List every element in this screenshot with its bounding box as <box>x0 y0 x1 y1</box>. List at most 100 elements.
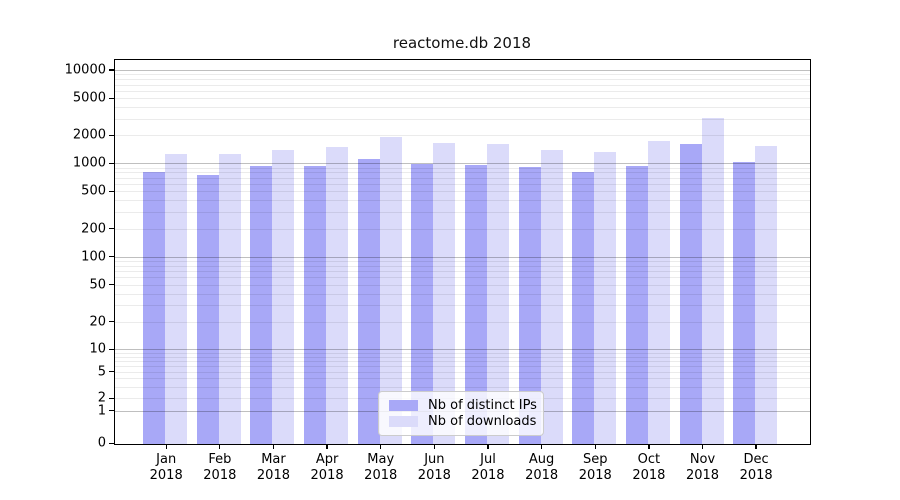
gridline <box>113 70 811 71</box>
bar-nb-of-distinct-ips-oct-2018 <box>625 165 648 445</box>
gridline <box>113 271 811 273</box>
y-tick <box>108 371 114 373</box>
gridline <box>113 256 811 258</box>
gridline <box>113 90 811 92</box>
y-tick <box>108 227 114 230</box>
y-tick <box>108 255 114 258</box>
x-tick-label: May 2018 <box>364 452 398 483</box>
y-tick <box>108 348 114 350</box>
gridline <box>113 135 811 137</box>
legend-label-downloads: Nb of downloads <box>428 414 537 430</box>
gridline <box>113 118 811 120</box>
x-tick <box>755 444 757 449</box>
x-tick <box>487 444 489 449</box>
bar-nb-of-downloads-may-2018 <box>379 136 402 445</box>
y-tick-label: 10 <box>89 341 106 357</box>
bar-nb-of-downloads-jul-2018 <box>486 143 509 445</box>
legend-item-distinct-ips: Nb of distinct IPs <box>389 397 537 413</box>
bar-nb-of-distinct-ips-mar-2018 <box>250 166 273 445</box>
y-tick <box>108 410 114 412</box>
x-tick <box>701 444 704 449</box>
y-tick-label: 2 <box>97 390 106 406</box>
x-tick-label: Aug 2018 <box>525 452 559 483</box>
gridline <box>113 163 811 165</box>
bar-nb-of-distinct-ips-sep-2018 <box>572 172 595 445</box>
y-tick <box>108 284 114 286</box>
bar-nb-of-distinct-ips-aug-2018 <box>518 167 541 445</box>
y-tick-label: 2000 <box>72 127 106 143</box>
x-tick <box>648 444 650 449</box>
bar-nb-of-distinct-ips-nov-2018 <box>679 144 702 445</box>
y-tick-label: 20 <box>89 314 106 330</box>
bar-nb-of-downloads-mar-2018 <box>272 149 295 445</box>
x-tick-label: Mar 2018 <box>256 452 290 483</box>
bar-nb-of-downloads-aug-2018 <box>540 150 563 445</box>
y-tick-label: 0 <box>97 435 106 451</box>
y-tick-label: 500 <box>81 183 106 199</box>
x-tick-label: Oct 2018 <box>632 452 666 483</box>
y-tick <box>108 321 114 323</box>
x-tick-label: Feb 2018 <box>203 452 237 483</box>
x-tick-label: Jun 2018 <box>417 452 451 483</box>
bar-nb-of-distinct-ips-feb-2018 <box>196 174 219 445</box>
x-tick <box>594 444 596 449</box>
y-tick-label: 100 <box>81 249 106 265</box>
x-tick-label: Jan 2018 <box>149 452 183 483</box>
legend-swatch-distinct-ips <box>389 399 418 411</box>
gridline <box>113 184 811 185</box>
bar-nb-of-distinct-ips-jun-2018 <box>411 164 434 445</box>
bar-nb-of-downloads-nov-2018 <box>701 118 724 445</box>
y-tick-label: 50 <box>89 277 106 293</box>
gridline <box>113 260 811 262</box>
gridline <box>113 277 811 279</box>
x-tick-label: Jul 2018 <box>471 452 505 483</box>
bar-nb-of-distinct-ips-jul-2018 <box>464 164 487 445</box>
gridline <box>113 84 811 86</box>
y-tick <box>108 134 114 136</box>
gridline <box>113 177 811 179</box>
grid-layer <box>113 59 811 445</box>
gridline <box>113 212 811 214</box>
gridline <box>113 172 811 174</box>
legend-label-distinct-ips: Nb of distinct IPs <box>428 397 537 413</box>
legend: Nb of distinct IPs Nb of downloads <box>378 391 544 436</box>
bar-nb-of-distinct-ips-dec-2018 <box>733 162 756 445</box>
bar-nb-of-distinct-ips-apr-2018 <box>304 166 327 445</box>
y-tick-label: 5 <box>97 364 106 380</box>
bar-nb-of-downloads-jan-2018 <box>165 153 188 445</box>
gridline <box>113 356 811 358</box>
x-tick <box>219 444 221 449</box>
x-tick <box>380 444 382 449</box>
y-tick-label: 1 <box>97 403 106 419</box>
gridline <box>113 167 811 169</box>
y-tick <box>108 162 114 164</box>
bar-nb-of-downloads-jun-2018 <box>433 142 456 445</box>
gridline <box>113 349 811 351</box>
gridline <box>113 200 811 202</box>
gridline <box>113 371 811 373</box>
bar-nb-of-distinct-ips-jan-2018 <box>143 172 166 445</box>
bar-nb-of-downloads-sep-2018 <box>594 152 617 445</box>
gridline <box>113 293 811 295</box>
y-tick <box>108 97 114 99</box>
gridline <box>113 360 811 362</box>
x-tick-label: Dec 2018 <box>739 452 773 483</box>
y-tick <box>108 69 114 71</box>
chart-title: reactome.db 2018 <box>392 34 532 52</box>
y-tick <box>108 397 114 399</box>
gridline <box>113 305 811 307</box>
gridline <box>113 265 811 267</box>
bar-nb-of-downloads-apr-2018 <box>326 147 349 445</box>
gridline <box>113 74 811 76</box>
gridline <box>113 386 811 388</box>
gridline <box>113 79 811 81</box>
x-tick <box>433 444 435 449</box>
y-tick-label: 5000 <box>72 90 106 106</box>
bars-layer <box>114 59 812 445</box>
gridline <box>113 228 811 230</box>
gridline <box>113 365 811 367</box>
bar-nb-of-distinct-ips-may-2018 <box>357 159 380 445</box>
gridline <box>113 98 811 100</box>
